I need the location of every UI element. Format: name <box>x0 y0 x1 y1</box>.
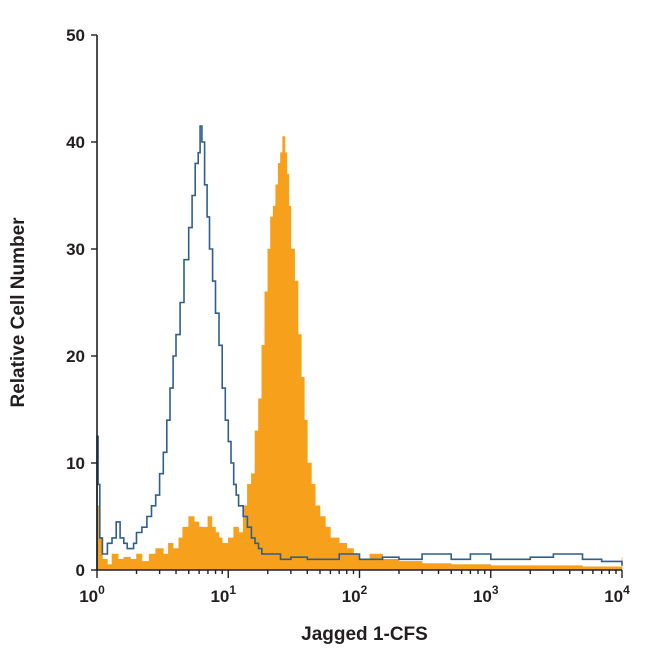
x-tick-label: 103 <box>473 583 499 606</box>
y-tick-label: 0 <box>76 561 85 580</box>
x-axis-title: Jagged 1-CFS <box>301 624 428 645</box>
y-ticks: 0 10 20 30 40 50 <box>66 26 97 580</box>
y-tick-label: 20 <box>66 347 85 366</box>
x-tick-label: 101 <box>210 583 236 606</box>
y-tick-label: 30 <box>66 240 85 259</box>
x-tick-label: 102 <box>342 583 368 606</box>
x-ticks: 100 101 102 103 104 <box>79 570 630 606</box>
histogram-series-1-outline <box>96 125 623 570</box>
axes <box>96 35 622 571</box>
y-tick-label: 40 <box>66 133 85 152</box>
x-tick-label: 104 <box>604 583 630 606</box>
y-axis-title: Relative Cell Number <box>8 217 29 408</box>
x-tick-label: 100 <box>79 583 105 606</box>
y-tick-label: 10 <box>66 454 85 473</box>
plot-area <box>96 125 623 571</box>
y-tick-label: 50 <box>66 26 85 45</box>
histogram-series-0-filled <box>96 136 623 571</box>
